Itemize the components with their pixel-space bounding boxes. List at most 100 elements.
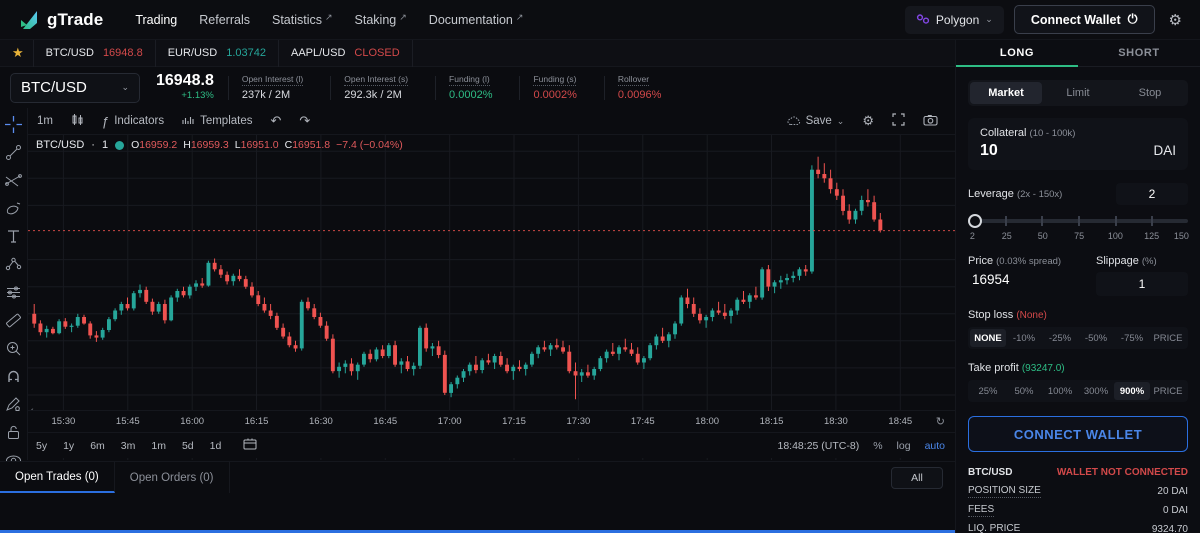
- tp-chip-900[interactable]: 900%: [1114, 382, 1150, 400]
- pattern-tool-icon[interactable]: [4, 256, 24, 273]
- nav-link-staking[interactable]: Staking ↗: [355, 12, 407, 27]
- function-icon: ƒ: [101, 113, 110, 129]
- pair-selector-dropdown[interactable]: BTC/USD ⌄: [10, 72, 140, 103]
- sl-chip-10[interactable]: -10%: [1012, 332, 1036, 344]
- collateral-input[interactable]: 10: [980, 142, 998, 159]
- chart-legend: BTC/USD · 1 O16959.2 H16959.3 L16951.0 C…: [36, 139, 403, 151]
- magnet-tool-icon[interactable]: [4, 368, 24, 385]
- fullscreen-icon: [892, 113, 905, 129]
- order-type-stop[interactable]: Stop: [1138, 87, 1162, 99]
- range-1m[interactable]: 1m: [151, 439, 166, 452]
- zoom-tool-icon[interactable]: [4, 340, 24, 357]
- redo-button[interactable]: ↷: [290, 108, 319, 135]
- nav-link-statistics[interactable]: Statistics ↗: [272, 12, 333, 27]
- last-price-block: 16948.8 +1.13%: [156, 73, 214, 102]
- connect-wallet-button[interactable]: Connect Wallet ⏻: [1013, 5, 1155, 34]
- tab-long[interactable]: LONG: [956, 40, 1078, 67]
- nav-link-trading[interactable]: Trading: [135, 13, 177, 27]
- sl-chip-price[interactable]: PRICE: [1153, 332, 1183, 344]
- order-type-market[interactable]: Market: [970, 82, 1042, 104]
- tp-chip-100[interactable]: 100%: [1047, 385, 1073, 397]
- calendar-icon[interactable]: [229, 438, 265, 453]
- forecast-tool-icon[interactable]: [4, 284, 24, 301]
- chain-selector-button[interactable]: Polygon ⌄: [904, 5, 1004, 34]
- stay-in-drawing-mode-icon[interactable]: [4, 396, 24, 413]
- tab-open-orders[interactable]: Open Orders (0): [115, 462, 230, 493]
- take-profit-label: Take profit: [968, 362, 1019, 374]
- fullscreen-button[interactable]: [883, 108, 914, 135]
- tab-open-orders-label: Open Orders: [129, 471, 197, 484]
- leverage-tick: 125: [1144, 231, 1160, 241]
- range-5y[interactable]: 5y: [36, 439, 48, 452]
- watchlist-item-btcusd[interactable]: BTC/USD 16948.8: [34, 47, 155, 59]
- range-3m[interactable]: 3m: [120, 439, 136, 452]
- chart-toolbar: 1m ƒ Indicators Templates ↶ ↷: [0, 108, 955, 135]
- undo-button[interactable]: ↶: [262, 108, 291, 135]
- log-scale-toggle[interactable]: log: [896, 439, 911, 452]
- snapshot-button[interactable]: [914, 108, 947, 135]
- save-layout-button[interactable]: Save ⌄: [778, 108, 854, 135]
- stat-value: 237k / 2M: [241, 89, 291, 101]
- brush-tool-icon[interactable]: [4, 200, 24, 217]
- axis-refresh-icon[interactable]: ↻: [935, 416, 945, 428]
- time-axis-tick: 15:45: [115, 416, 140, 427]
- candle-style-button[interactable]: [62, 108, 93, 135]
- order-type-limit[interactable]: Limit: [1066, 87, 1090, 99]
- range-1y[interactable]: 1y: [63, 439, 75, 452]
- sl-chip-25[interactable]: -25%: [1048, 332, 1072, 344]
- collateral-card[interactable]: Collateral (10 - 100k) 10 DAI: [968, 118, 1188, 170]
- brand-logo[interactable]: gTrade: [0, 8, 103, 32]
- range-1d[interactable]: 1d: [209, 439, 222, 452]
- drawing-tools-rail: [0, 108, 28, 466]
- slippage-input[interactable]: 1: [1096, 272, 1188, 296]
- leverage-hint: (2x - 150x): [1016, 189, 1063, 200]
- text-tool-icon[interactable]: [4, 228, 24, 245]
- legend-symbol: BTC/USD: [36, 139, 85, 151]
- tp-chip-25[interactable]: 25%: [978, 385, 998, 397]
- slider-handle[interactable]: [968, 214, 982, 228]
- summary-key: LIQ. PRICE: [968, 523, 1020, 533]
- tab-short[interactable]: SHORT: [1118, 47, 1160, 59]
- trend-line-tool-icon[interactable]: [4, 144, 24, 161]
- divider: [603, 75, 605, 100]
- nav-link-documentation[interactable]: Documentation ↗: [429, 12, 524, 27]
- leverage-input[interactable]: 2: [1116, 183, 1188, 205]
- favorite-star-icon[interactable]: ★: [12, 45, 24, 60]
- fib-retracement-tool-icon[interactable]: [4, 172, 24, 189]
- sl-chip-50[interactable]: -50%: [1084, 332, 1108, 344]
- leverage-slider[interactable]: [968, 214, 1188, 228]
- tp-chip-300[interactable]: 300%: [1083, 385, 1109, 397]
- sl-chip-none[interactable]: NONE: [970, 329, 1006, 347]
- range-5d[interactable]: 5d: [181, 439, 194, 452]
- templates-button[interactable]: Templates: [173, 108, 261, 135]
- stat-key: Rollover: [617, 74, 650, 86]
- settings-gear-icon[interactable]: ⚙: [1168, 11, 1182, 29]
- collateral-label: Collateral: [980, 127, 1027, 139]
- watchlist-item-aaplusd[interactable]: AAPL/USD CLOSED: [279, 47, 412, 59]
- tp-chip-50[interactable]: 50%: [1014, 385, 1034, 397]
- chart-settings-button[interactable]: ⚙: [853, 108, 883, 135]
- time-axis-tick: 17:45: [630, 416, 655, 427]
- time-axis-tick: 18:00: [695, 416, 720, 427]
- auto-scale-toggle[interactable]: auto: [924, 439, 945, 452]
- tab-open-trades[interactable]: Open Trades (0): [0, 462, 115, 493]
- percent-scale-toggle[interactable]: %: [873, 439, 883, 452]
- indicators-button[interactable]: ƒ Indicators: [93, 108, 173, 135]
- tp-chip-price[interactable]: PRICE: [1153, 385, 1183, 397]
- panel-connect-wallet-button[interactable]: CONNECT WALLET: [968, 416, 1188, 452]
- watchlist-item-eurusd[interactable]: EUR/USD 1.03742: [156, 47, 278, 59]
- leverage-tick: 25: [1001, 231, 1012, 241]
- legend-separator: ·: [91, 139, 95, 151]
- legend-high: 16959.3: [190, 139, 229, 151]
- lock-tool-icon[interactable]: [4, 424, 24, 441]
- range-6m[interactable]: 6m: [90, 439, 105, 452]
- nav-link-referrals[interactable]: Referrals: [199, 13, 250, 27]
- filter-all-button[interactable]: All: [891, 467, 943, 489]
- sl-chip-75[interactable]: -75%: [1120, 332, 1144, 344]
- crosshair-tool-icon[interactable]: [4, 116, 24, 133]
- measure-tool-icon[interactable]: [4, 312, 24, 329]
- time-axis[interactable]: ↻ 15:30 15:45 16:00 16:15 16:30 16:45 17:00 17:…: [28, 410, 955, 432]
- interval-selector[interactable]: 1m: [28, 108, 62, 135]
- stat-key: Funding (l): [449, 74, 490, 86]
